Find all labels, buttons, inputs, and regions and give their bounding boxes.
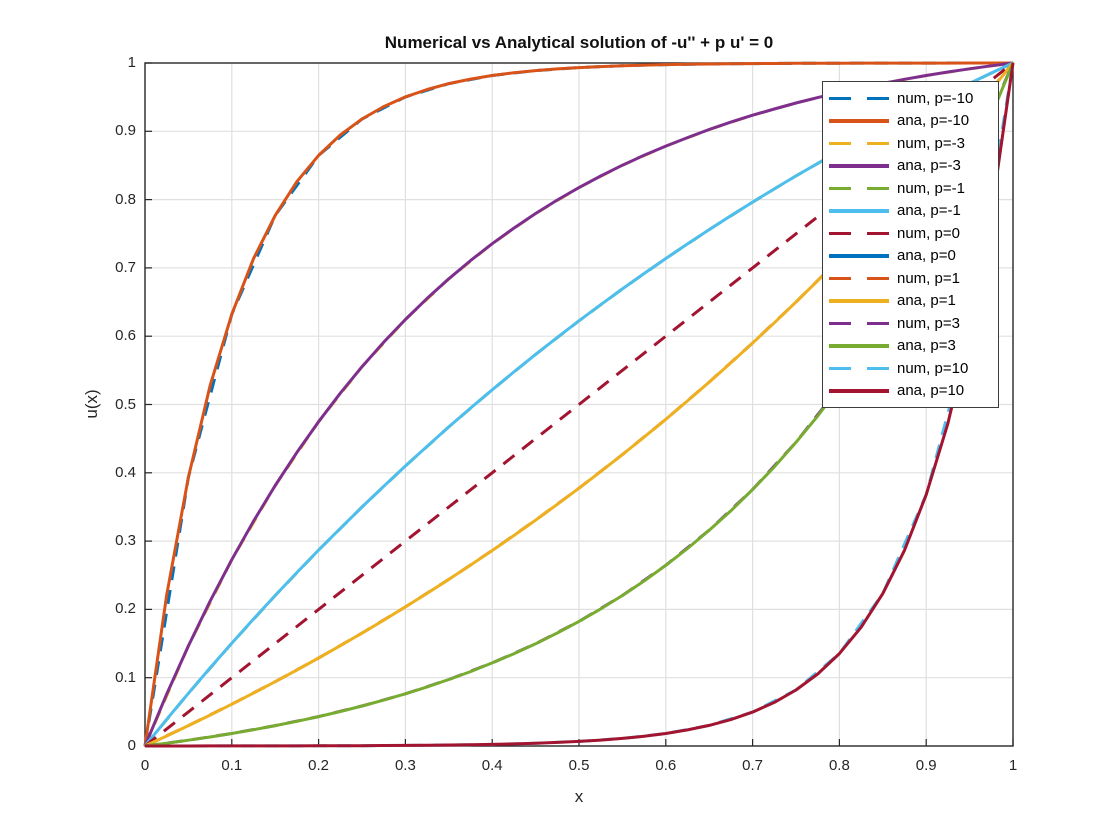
y-tick-label: 0.8	[115, 190, 136, 208]
x-tick-label: 0.8	[828, 757, 850, 774]
legend-entry: num, p=10	[823, 358, 998, 379]
legend-entry-label: num, p=1	[897, 269, 960, 287]
legend-entry-label: ana, p=-10	[897, 112, 970, 130]
legend-line-sample-dashed	[829, 231, 889, 235]
x-tick-label: 0.6	[655, 757, 677, 774]
legend-entry-label: num, p=0	[897, 224, 960, 242]
y-tick-label: 0.9	[115, 122, 136, 140]
legend-line-sample-dashed	[829, 141, 889, 145]
legend-entry: num, p=-1	[823, 178, 998, 199]
legend-entry: ana, p=0	[823, 245, 998, 266]
legend-entry: ana, p=-1	[823, 200, 998, 221]
legend-entry: ana, p=10	[823, 380, 998, 401]
x-tick-label: 0.4	[481, 757, 503, 774]
x-tick-label: 0.7	[742, 757, 764, 774]
y-tick-label: 0.6	[115, 327, 136, 345]
legend-entry: ana, p=3	[823, 335, 998, 356]
legend-entry-label: num, p=3	[897, 314, 960, 332]
legend-line-sample-dashed	[829, 96, 889, 100]
legend-line-sample-dashed	[829, 321, 889, 325]
legend-entry: num, p=-3	[823, 133, 998, 154]
legend-line-sample-solid	[829, 254, 889, 258]
legend-line-sample-solid	[829, 389, 889, 393]
x-axis-label: x	[574, 787, 584, 806]
x-tick-label: 0	[140, 757, 150, 774]
legend-entry-label: ana, p=10	[897, 382, 965, 400]
x-tick-label: 1	[1008, 757, 1018, 774]
x-tick-label: 0.1	[221, 757, 243, 774]
x-tick-label: 0.5	[568, 757, 590, 774]
axes-box	[144, 62, 1014, 747]
legend-entry: num, p=0	[823, 223, 998, 244]
legend-entry: num, p=1	[823, 268, 998, 289]
curve-ana-p-10	[145, 62, 1015, 748]
legend-line-sample-solid	[829, 299, 889, 303]
curve-ana-p--10	[143, 61, 1013, 747]
y-tick-label: 0.1	[115, 668, 136, 686]
y-tick-label: 0.5	[115, 395, 136, 413]
legend-line-sample-solid	[829, 164, 889, 168]
legend-entry-label: num, p=-10	[897, 89, 974, 107]
legend-line-sample-solid	[829, 344, 889, 348]
legend-entry-label: num, p=-1	[897, 179, 965, 197]
legend-entry-label: ana, p=3	[897, 337, 956, 355]
legend-entry: ana, p=-10	[823, 110, 998, 131]
x-tick-label: 0.2	[308, 757, 330, 774]
x-tick-label: 0.9	[915, 757, 937, 774]
y-tick-label: 0	[127, 737, 136, 754]
legend-entry-label: ana, p=0	[897, 247, 956, 265]
legend-entry-label: ana, p=1	[897, 292, 956, 310]
y-tick-label: 0.2	[115, 600, 136, 618]
legend-entry: num, p=-10	[823, 88, 998, 109]
y-tick-label: 0.3	[115, 532, 136, 550]
y-tick-label: 1	[127, 54, 136, 71]
legend: num, p=-10 ana, p=-10 num, p=-3 ana, p=-3 nu…	[822, 81, 999, 408]
x-tick-label: 0.3	[394, 757, 416, 774]
chart-title: Numerical vs Analytical solution of -u''…	[384, 33, 774, 52]
legend-line-sample-solid	[829, 119, 889, 123]
legend-line-sample-dashed	[829, 276, 889, 280]
legend-entry-label: ana, p=-1	[897, 202, 961, 220]
y-tick-label: 0.4	[115, 463, 136, 481]
legend-entry-label: num, p=-3	[897, 134, 965, 152]
legend-entry: ana, p=1	[823, 290, 998, 311]
legend-line-sample-dashed	[829, 186, 889, 190]
legend-entry: num, p=3	[823, 313, 998, 334]
legend-line-sample-solid	[829, 209, 889, 213]
legend-entry-label: ana, p=-3	[897, 157, 961, 175]
y-tick-label: 0.7	[115, 258, 136, 276]
legend-entry-label: num, p=10	[897, 359, 969, 377]
legend-entry: ana, p=-3	[823, 155, 998, 176]
legend-line-sample-dashed	[829, 366, 889, 370]
